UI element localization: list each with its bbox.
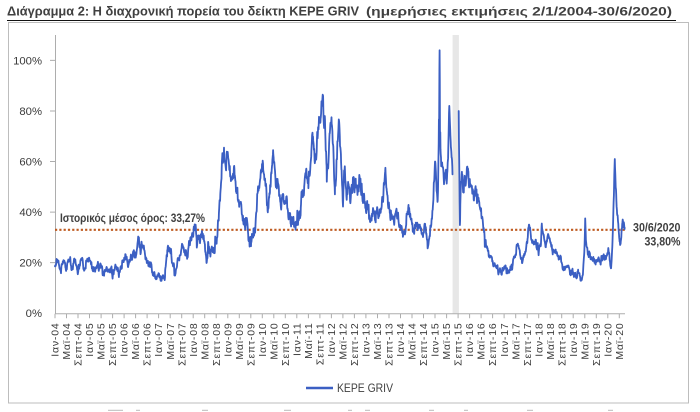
svg-text:Σεπτ-12: Σεπτ-12 bbox=[349, 323, 361, 366]
svg-text:Σεπτ-06: Σεπτ-06 bbox=[142, 323, 154, 366]
svg-text:80%: 80% bbox=[19, 106, 42, 118]
svg-text:Ιαν-06: Ιαν-06 bbox=[119, 323, 131, 357]
svg-text:Μαϊ-11: Μαϊ-11 bbox=[303, 323, 315, 359]
svg-text:Σεπτ-10: Σεπτ-10 bbox=[280, 323, 292, 366]
svg-text:Μαϊ-14: Μαϊ-14 bbox=[407, 323, 419, 360]
svg-text:Ιστορικός μέσος όρος: 33,27%: Ιστορικός μέσος όρος: 33,27% bbox=[60, 211, 205, 225]
svg-text:Ιαν-04: Ιαν-04 bbox=[50, 323, 62, 357]
svg-text:KEPE GRIV: KEPE GRIV bbox=[337, 381, 393, 395]
svg-text:33,80%: 33,80% bbox=[645, 235, 681, 249]
svg-text:Σεπτ-16: Σεπτ-16 bbox=[487, 323, 499, 366]
svg-text:Σεπτ-13: Σεπτ-13 bbox=[384, 323, 396, 366]
svg-text:Μαϊ-13: Μαϊ-13 bbox=[372, 323, 384, 360]
svg-text:Ιαν-12: Ιαν-12 bbox=[326, 323, 338, 357]
svg-text:Μαϊ-09: Μαϊ-09 bbox=[234, 323, 246, 360]
svg-text:Μαϊ-06: Μαϊ-06 bbox=[130, 323, 142, 360]
svg-text:Μαϊ-20: Μαϊ-20 bbox=[614, 323, 626, 360]
svg-text:(ημερήσιες εκτιμήσεις 2/1/2004: (ημερήσιες εκτιμήσεις 2/1/2004-30/6/2020… bbox=[366, 7, 672, 19]
svg-text:Σεπτ-05: Σεπτ-05 bbox=[107, 323, 119, 366]
svg-text:Σεπτ-08: Σεπτ-08 bbox=[211, 323, 223, 366]
svg-text:Ιαν-14: Ιαν-14 bbox=[395, 323, 407, 357]
svg-text:Ιαν-09: Ιαν-09 bbox=[222, 323, 234, 357]
svg-text:Σεπτ-04: Σεπτ-04 bbox=[73, 323, 85, 366]
svg-text:Ιαν-20: Ιαν-20 bbox=[602, 323, 614, 357]
svg-text:Ιαν-13: Ιαν-13 bbox=[361, 323, 373, 357]
svg-text:Σεπτ-18: Σεπτ-18 bbox=[556, 323, 568, 366]
svg-text:Μαϊ-16: Μαϊ-16 bbox=[476, 323, 488, 360]
svg-text:Μαϊ-10: Μαϊ-10 bbox=[268, 323, 280, 360]
svg-text:Ιαν-18: Ιαν-18 bbox=[533, 323, 545, 357]
svg-text:Σεπτ-14: Σεπτ-14 bbox=[418, 323, 430, 366]
svg-text:Μαϊ-15: Μαϊ-15 bbox=[441, 323, 453, 360]
svg-text:20%: 20% bbox=[19, 258, 42, 270]
svg-text:Σεπτ-17: Σεπτ-17 bbox=[522, 323, 534, 366]
svg-text:Σεπτ-15: Σεπτ-15 bbox=[453, 323, 465, 366]
svg-text:Ιαν-07: Ιαν-07 bbox=[153, 323, 165, 357]
svg-text:Μαϊ-08: Μαϊ-08 bbox=[199, 323, 211, 360]
svg-text:Σεπτ-11: Σεπτ-11 bbox=[315, 323, 327, 366]
svg-text:60%: 60% bbox=[19, 156, 42, 168]
svg-text:Σεπτ-19: Σεπτ-19 bbox=[591, 323, 603, 366]
svg-text:Ιαν-16: Ιαν-16 bbox=[464, 323, 476, 357]
svg-text:Σεπτ-09: Σεπτ-09 bbox=[245, 323, 257, 366]
svg-text:Μαϊ-12: Μαϊ-12 bbox=[338, 323, 350, 360]
svg-text:Ιαν-10: Ιαν-10 bbox=[257, 323, 269, 357]
svg-text:Μαϊ-18: Μαϊ-18 bbox=[545, 323, 557, 360]
svg-text:Ιαν-19: Ιαν-19 bbox=[568, 323, 580, 357]
svg-text:Ιαν-15: Ιαν-15 bbox=[430, 323, 442, 357]
svg-text:Ιαν-08: Ιαν-08 bbox=[188, 323, 200, 357]
svg-text:30/6/2020: 30/6/2020 bbox=[633, 221, 681, 235]
svg-text:40%: 40% bbox=[19, 207, 42, 219]
svg-text:Σεπτ-07: Σεπτ-07 bbox=[176, 323, 188, 366]
svg-text:Διάγραμμα 2: Η διαχρονική πορε: Διάγραμμα 2: Η διαχρονική πορεία του δεί… bbox=[7, 4, 359, 19]
svg-text:100%: 100% bbox=[13, 55, 42, 67]
svg-text:Μαϊ-07: Μαϊ-07 bbox=[165, 323, 177, 360]
svg-text:Ιαν-11: Ιαν-11 bbox=[291, 323, 303, 356]
svg-text:Μαϊ-05: Μαϊ-05 bbox=[96, 323, 108, 360]
svg-text:0%: 0% bbox=[26, 308, 42, 320]
svg-text:Μαϊ-04: Μαϊ-04 bbox=[61, 323, 73, 360]
svg-text:Μαϊ-17: Μαϊ-17 bbox=[510, 323, 522, 360]
svg-text:Μαϊ-19: Μαϊ-19 bbox=[579, 323, 591, 360]
svg-text:Ιαν-05: Ιαν-05 bbox=[84, 323, 96, 357]
svg-text:Ιαν-17: Ιαν-17 bbox=[499, 323, 511, 357]
